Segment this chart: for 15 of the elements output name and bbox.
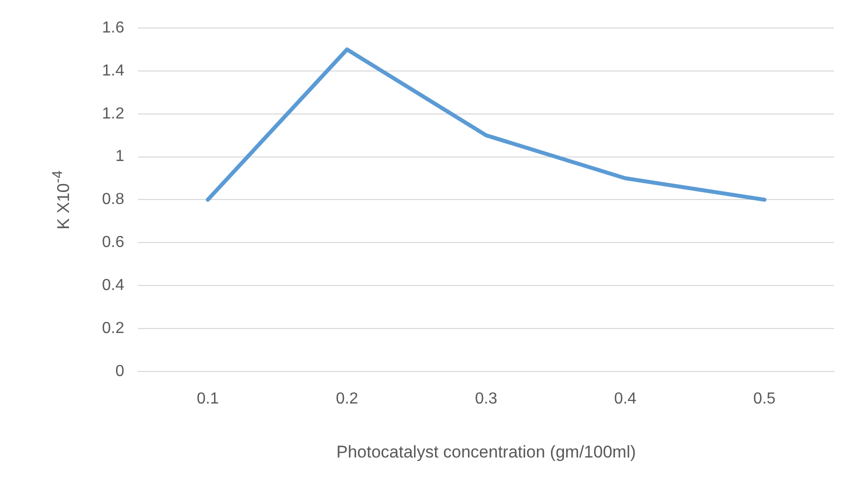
x-tick-label: 0.5 (753, 390, 776, 408)
y-tick-label: 1 (115, 148, 124, 166)
x-tick-label: 0.3 (474, 390, 498, 408)
y-tick-label: 0.8 (102, 191, 124, 208)
x-tick-label: 0.1 (196, 390, 220, 408)
x-axis-title: Photocatalyst concentration (gm/100ml) (336, 442, 636, 462)
y-tick-label: 0 (115, 362, 124, 380)
y-tick-label: 1.2 (102, 105, 124, 122)
x-tick-label: 0.2 (336, 390, 358, 408)
y-tick-label: 1.6 (102, 19, 124, 36)
x-tick-label: 0.4 (614, 390, 636, 408)
y-tick-label: 1.4 (102, 62, 124, 80)
y-tick-label: 0.4 (102, 276, 124, 294)
y-tick-label: 0.6 (102, 234, 124, 252)
y-tick-label: 0.2 (102, 320, 124, 337)
